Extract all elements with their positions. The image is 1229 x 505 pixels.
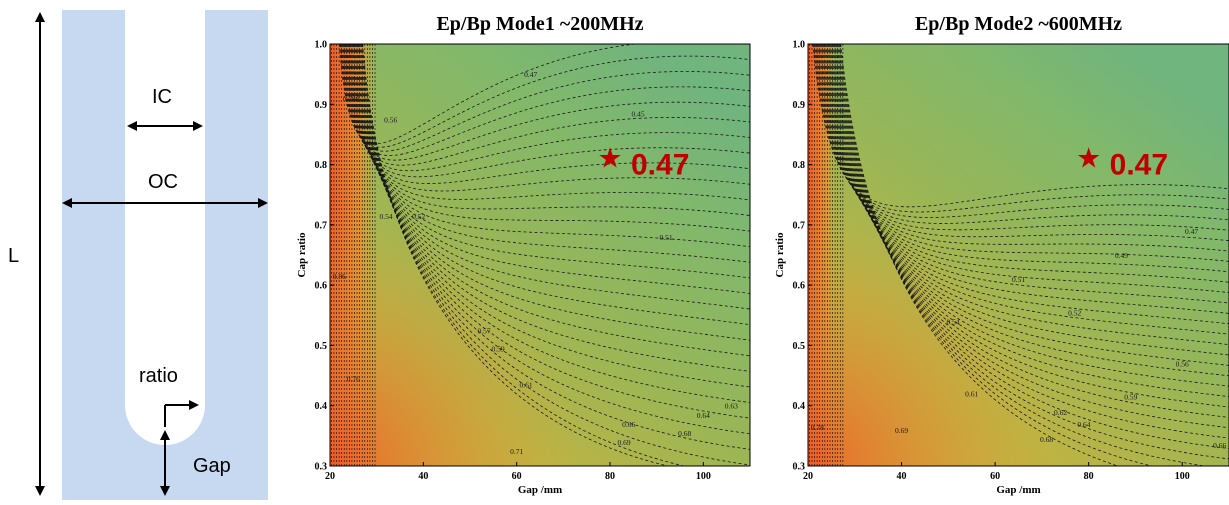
chart1-contour-label: 0.66 <box>622 420 635 429</box>
chart2-x-tick-label: 20 <box>803 471 813 482</box>
chart2-contour-label: 0.62 <box>1054 408 1067 417</box>
chart1-y-tick-label: 0.6 <box>315 281 328 292</box>
chart2-contour-label: 0.61 <box>965 390 978 399</box>
chart1-y-tick-label: 0.5 <box>315 341 328 352</box>
chart1-x-tick-label: 40 <box>418 471 428 482</box>
chart2-y-tick-label: 0.5 <box>793 341 806 352</box>
length-label: L <box>8 245 19 267</box>
chart2-contour-label: 0.56 <box>1176 360 1189 369</box>
chart2-contour-label: 0.47 <box>1185 227 1198 236</box>
chart-mode2-svg: 0.470.490.510.520.540.560.590.610.620.64… <box>770 0 1229 500</box>
chart1-contour-label: 0.76 <box>347 375 360 384</box>
chart1-x-tick-label: 20 <box>325 471 335 482</box>
chart1-y-tick-label: 0.7 <box>315 220 328 231</box>
chart1-contour-label: 0.71 <box>510 447 523 456</box>
chart2-contour-label: 0.66 <box>1213 441 1226 450</box>
chart2-x-axis-label: Gap /mm <box>996 484 1040 496</box>
chart2-contour-label: 0.69 <box>895 426 908 435</box>
chart2-title: Ep/Bp Mode2 ~600MHz <box>915 13 1122 35</box>
chart1-contour-label: 0.51 <box>659 233 672 242</box>
chart1-contour-label: 0.56 <box>384 115 397 124</box>
chart1-contour-label: 0.52 <box>412 212 425 221</box>
chart1-contour-label: 0.789 <box>343 94 360 103</box>
chart2-x-tick-label: 60 <box>990 471 1000 482</box>
inner-conductor-label: IC <box>152 86 172 108</box>
chart2-contour-label: 0.78 <box>811 423 824 432</box>
chart2-optimum-value-label: 0.47 <box>1110 149 1168 182</box>
chart2-y-tick-label: 0.7 <box>793 220 806 231</box>
chart2-y-tick-label: 0.8 <box>793 160 806 171</box>
chart2-contour-label: 0.59 <box>1124 393 1137 402</box>
chart1-y-tick-label: 1.0 <box>315 40 328 51</box>
chart1-contour-label: 0.54 <box>379 212 392 221</box>
cavity-schematic-svg: L IC OC ratio Gap <box>0 0 290 500</box>
chart1-x-tick-label: 60 <box>512 471 522 482</box>
chart1-x-tick-label: 80 <box>605 471 615 482</box>
chart2-y-tick-label: 0.9 <box>793 100 806 111</box>
chart1-contour-label: 0.64 <box>697 411 710 420</box>
chart1-contour-label: 0.59 <box>491 344 504 353</box>
chart2-y-tick-label: 0.6 <box>793 281 806 292</box>
ratio-label: ratio <box>139 365 178 387</box>
chart2-y-tick-label: 0.4 <box>793 401 806 412</box>
chart1-y-tick-label: 0.8 <box>315 160 328 171</box>
chart1-contour-label: 0.69 <box>617 438 630 447</box>
chart1-title: Ep/Bp Mode1 ~200MHz <box>436 13 643 35</box>
chart2-corner-region <box>808 44 1229 466</box>
chart-mode1-svg: 0.47 0.45 0.56 0.789 0.54 0.52 0.51 0.570.59 0.6… <box>290 0 770 500</box>
chart1-x-axis-label: Gap /mm <box>518 484 562 496</box>
chart1-contour-label: 0.63 <box>725 402 738 411</box>
chart2-contour-label: 0.52 <box>1068 308 1081 317</box>
chart2-contour-label: 0.64 <box>1077 420 1090 429</box>
chart2-contour-label: 0.68 <box>1040 435 1053 444</box>
chart2-contour-label: 0.54 <box>946 317 959 326</box>
chart1-contour-label: 0.61 <box>519 381 532 390</box>
chart2-x-tick-label: 80 <box>1084 471 1094 482</box>
chart2-y-tick-label: 0.3 <box>793 462 806 473</box>
chart1-contour-label: 0.45 <box>631 109 644 118</box>
chart2-y-axis-label: Cap ratio <box>774 232 786 277</box>
chart1-contour-label: 0.86 <box>333 272 346 281</box>
chart1-y-tick-label: 0.3 <box>315 462 328 473</box>
chart2-y-tick-label: 1.0 <box>793 40 806 51</box>
chart1-x-tick-label: 100 <box>696 471 711 482</box>
chart2-x-tick-label: 100 <box>1175 471 1190 482</box>
chart1-corner-region <box>330 44 750 466</box>
gap-label: Gap <box>193 455 231 477</box>
chart1-y-tick-label: 0.9 <box>315 100 328 111</box>
chart1-y-tick-label: 0.4 <box>315 401 328 412</box>
chart2-optimum-star-icon: ★ <box>1076 142 1101 175</box>
chart1-contour-label: 0.47 <box>524 70 537 79</box>
chart2-contour-label: 0.51 <box>1012 275 1025 284</box>
cavity-schematic: L IC OC ratio Gap <box>0 0 290 500</box>
chart1-optimum-value-label: 0.47 <box>631 149 689 182</box>
chart1-y-axis-label: Cap ratio <box>296 232 308 277</box>
outer-conductor-label: OC <box>148 171 178 193</box>
chart1-optimum-star-icon: ★ <box>597 142 622 175</box>
chart1-contour-label: 0.68 <box>678 429 691 438</box>
chart1-contour-label: 0.57 <box>477 326 490 335</box>
chart2-contour-label: 0.49 <box>1115 251 1128 260</box>
chart2-x-tick-label: 40 <box>897 471 907 482</box>
